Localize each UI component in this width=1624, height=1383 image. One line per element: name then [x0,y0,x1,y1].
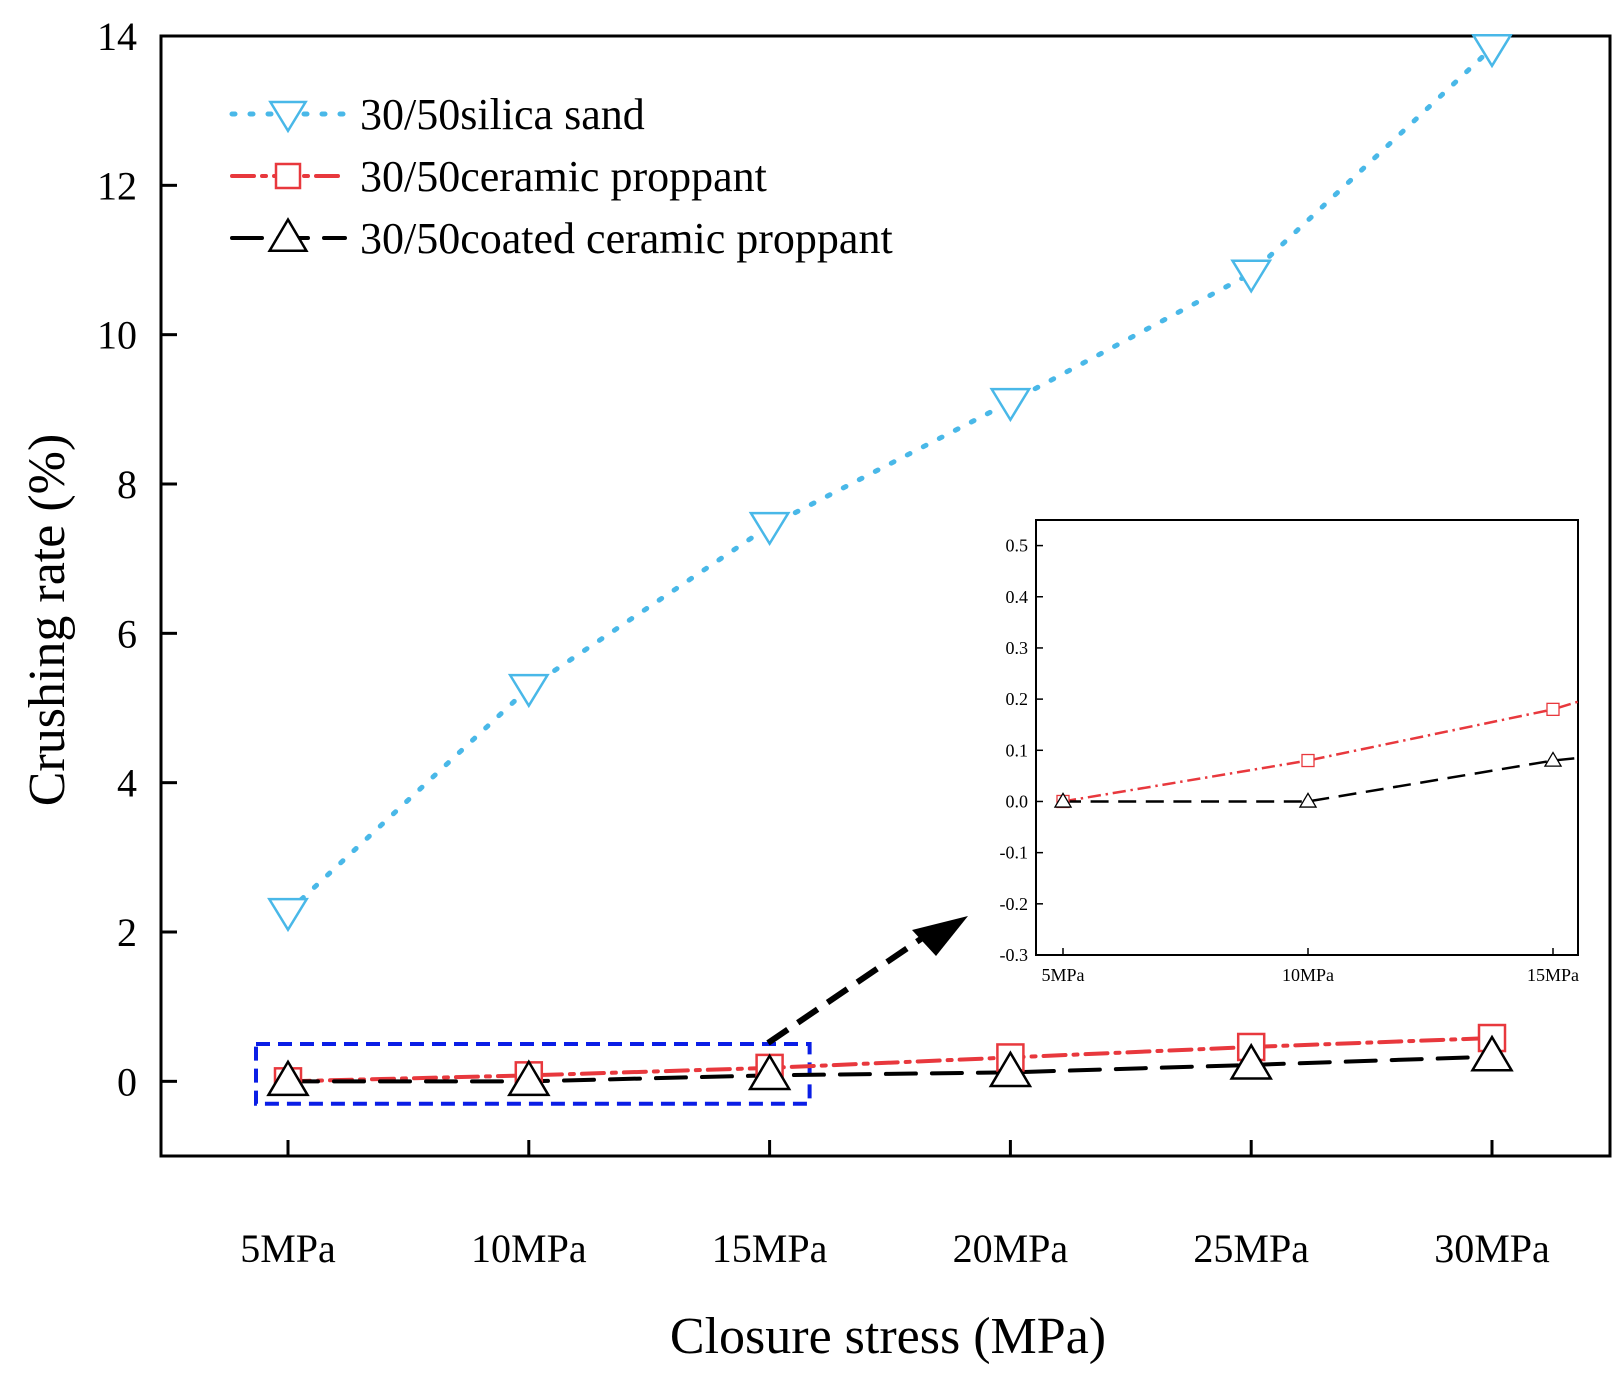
inset-frame [1035,519,1579,956]
y-tick-label: 12 [97,163,137,208]
series-line-2 [286,1054,1494,1084]
data-point-series-0 [507,673,550,709]
inset-plot: -0.3 -0.2 -0.1 0.0 0.1 0.2 0.3 0.4 0.5 5MPa 10MPa 1… [1000,519,1579,985]
data-point-series-2 [266,1059,310,1097]
data-point-series-2 [747,1053,792,1091]
inset-y-tick-label: -0.1 [1000,843,1029,863]
legend-marker [274,162,302,190]
arrow-head [912,916,968,956]
y-tick-label: 8 [117,462,137,507]
inset-y-tick-label: -0.3 [1000,945,1029,965]
inset-data-point-series-1 [1543,751,1563,767]
y-tick-label: 10 [97,313,137,358]
y-tick-label: 0 [117,1059,137,1104]
inset-y-tick-label: 0.4 [1006,587,1029,607]
inset-series-line-0 [1062,700,1579,803]
legend: 30/50silica sand 30/50ceramic proppant 30/… [229,90,893,263]
x-tick-label: 15MPa [712,1226,828,1271]
inset-y-tick-label: -0.2 [1000,894,1029,914]
data-point-series-2 [988,1050,1033,1088]
legend-marker [267,217,309,253]
series-line-1 [286,1036,1494,1084]
arrow-shaft [766,927,936,1046]
x-tick-label: 10MPa [471,1226,587,1271]
zoom-arrow [766,916,968,1046]
inset-x-tick-label: 5MPa [1041,965,1084,985]
x-axis-label: Closure stress (MPa) [670,1308,1106,1365]
data-point-series-0 [267,897,309,933]
y-tick-label: 14 [97,14,137,59]
y-tick-label: 2 [117,910,137,955]
data-point-series-0 [748,511,791,547]
legend-label: 30/50coated ceramic proppant [360,214,893,263]
legend-label: 30/50silica sand [360,90,645,139]
inset-y-tick-label: 0.1 [1006,740,1029,760]
inset-x-tick-label: 10MPa [1282,965,1334,985]
inset-data-point-series-0 [1546,702,1560,717]
data-point-series-0 [1230,259,1273,294]
inset-y-tick-label: 0.2 [1006,689,1029,709]
plot-frame [159,34,1612,1158]
series-line-0 [285,45,1495,915]
data-point-series-0 [1471,33,1513,69]
inset-data-point-series-1 [1298,792,1318,808]
y-axis-label: Crushing rate (%) [19,434,76,807]
legend-label: 30/50ceramic proppant [360,152,767,201]
inset-y-tick-label: 0.5 [1006,536,1029,556]
inset-y-tick-label: 0.3 [1006,638,1029,658]
x-tick-label: 25MPa [1193,1226,1309,1271]
legend-marker [268,100,308,134]
x-tick-label: 5MPa [240,1226,336,1271]
data-point-series-2 [507,1059,551,1097]
inset-x-tick-label: 15MPa [1527,965,1579,985]
inset-data-point-series-0 [1301,753,1315,768]
y-tick-label: 6 [117,611,137,656]
data-point-series-0 [989,387,1032,423]
inset-series-line-1 [1063,756,1579,803]
y-tick-label: 4 [117,761,137,806]
x-tick-label: 30MPa [1434,1226,1550,1271]
main-plot: 0 2 4 6 8 10 12 14 5MPa 10MPa 15MPa 20MPa 25MPa 30MPa [97,14,1612,1271]
data-point-series-2 [1470,1034,1514,1072]
inset-y-tick-label: 0.0 [1006,791,1029,811]
data-point-series-2 [1229,1042,1273,1080]
x-tick-label: 20MPa [953,1226,1069,1271]
inset-data-point-series-1 [1053,792,1073,808]
